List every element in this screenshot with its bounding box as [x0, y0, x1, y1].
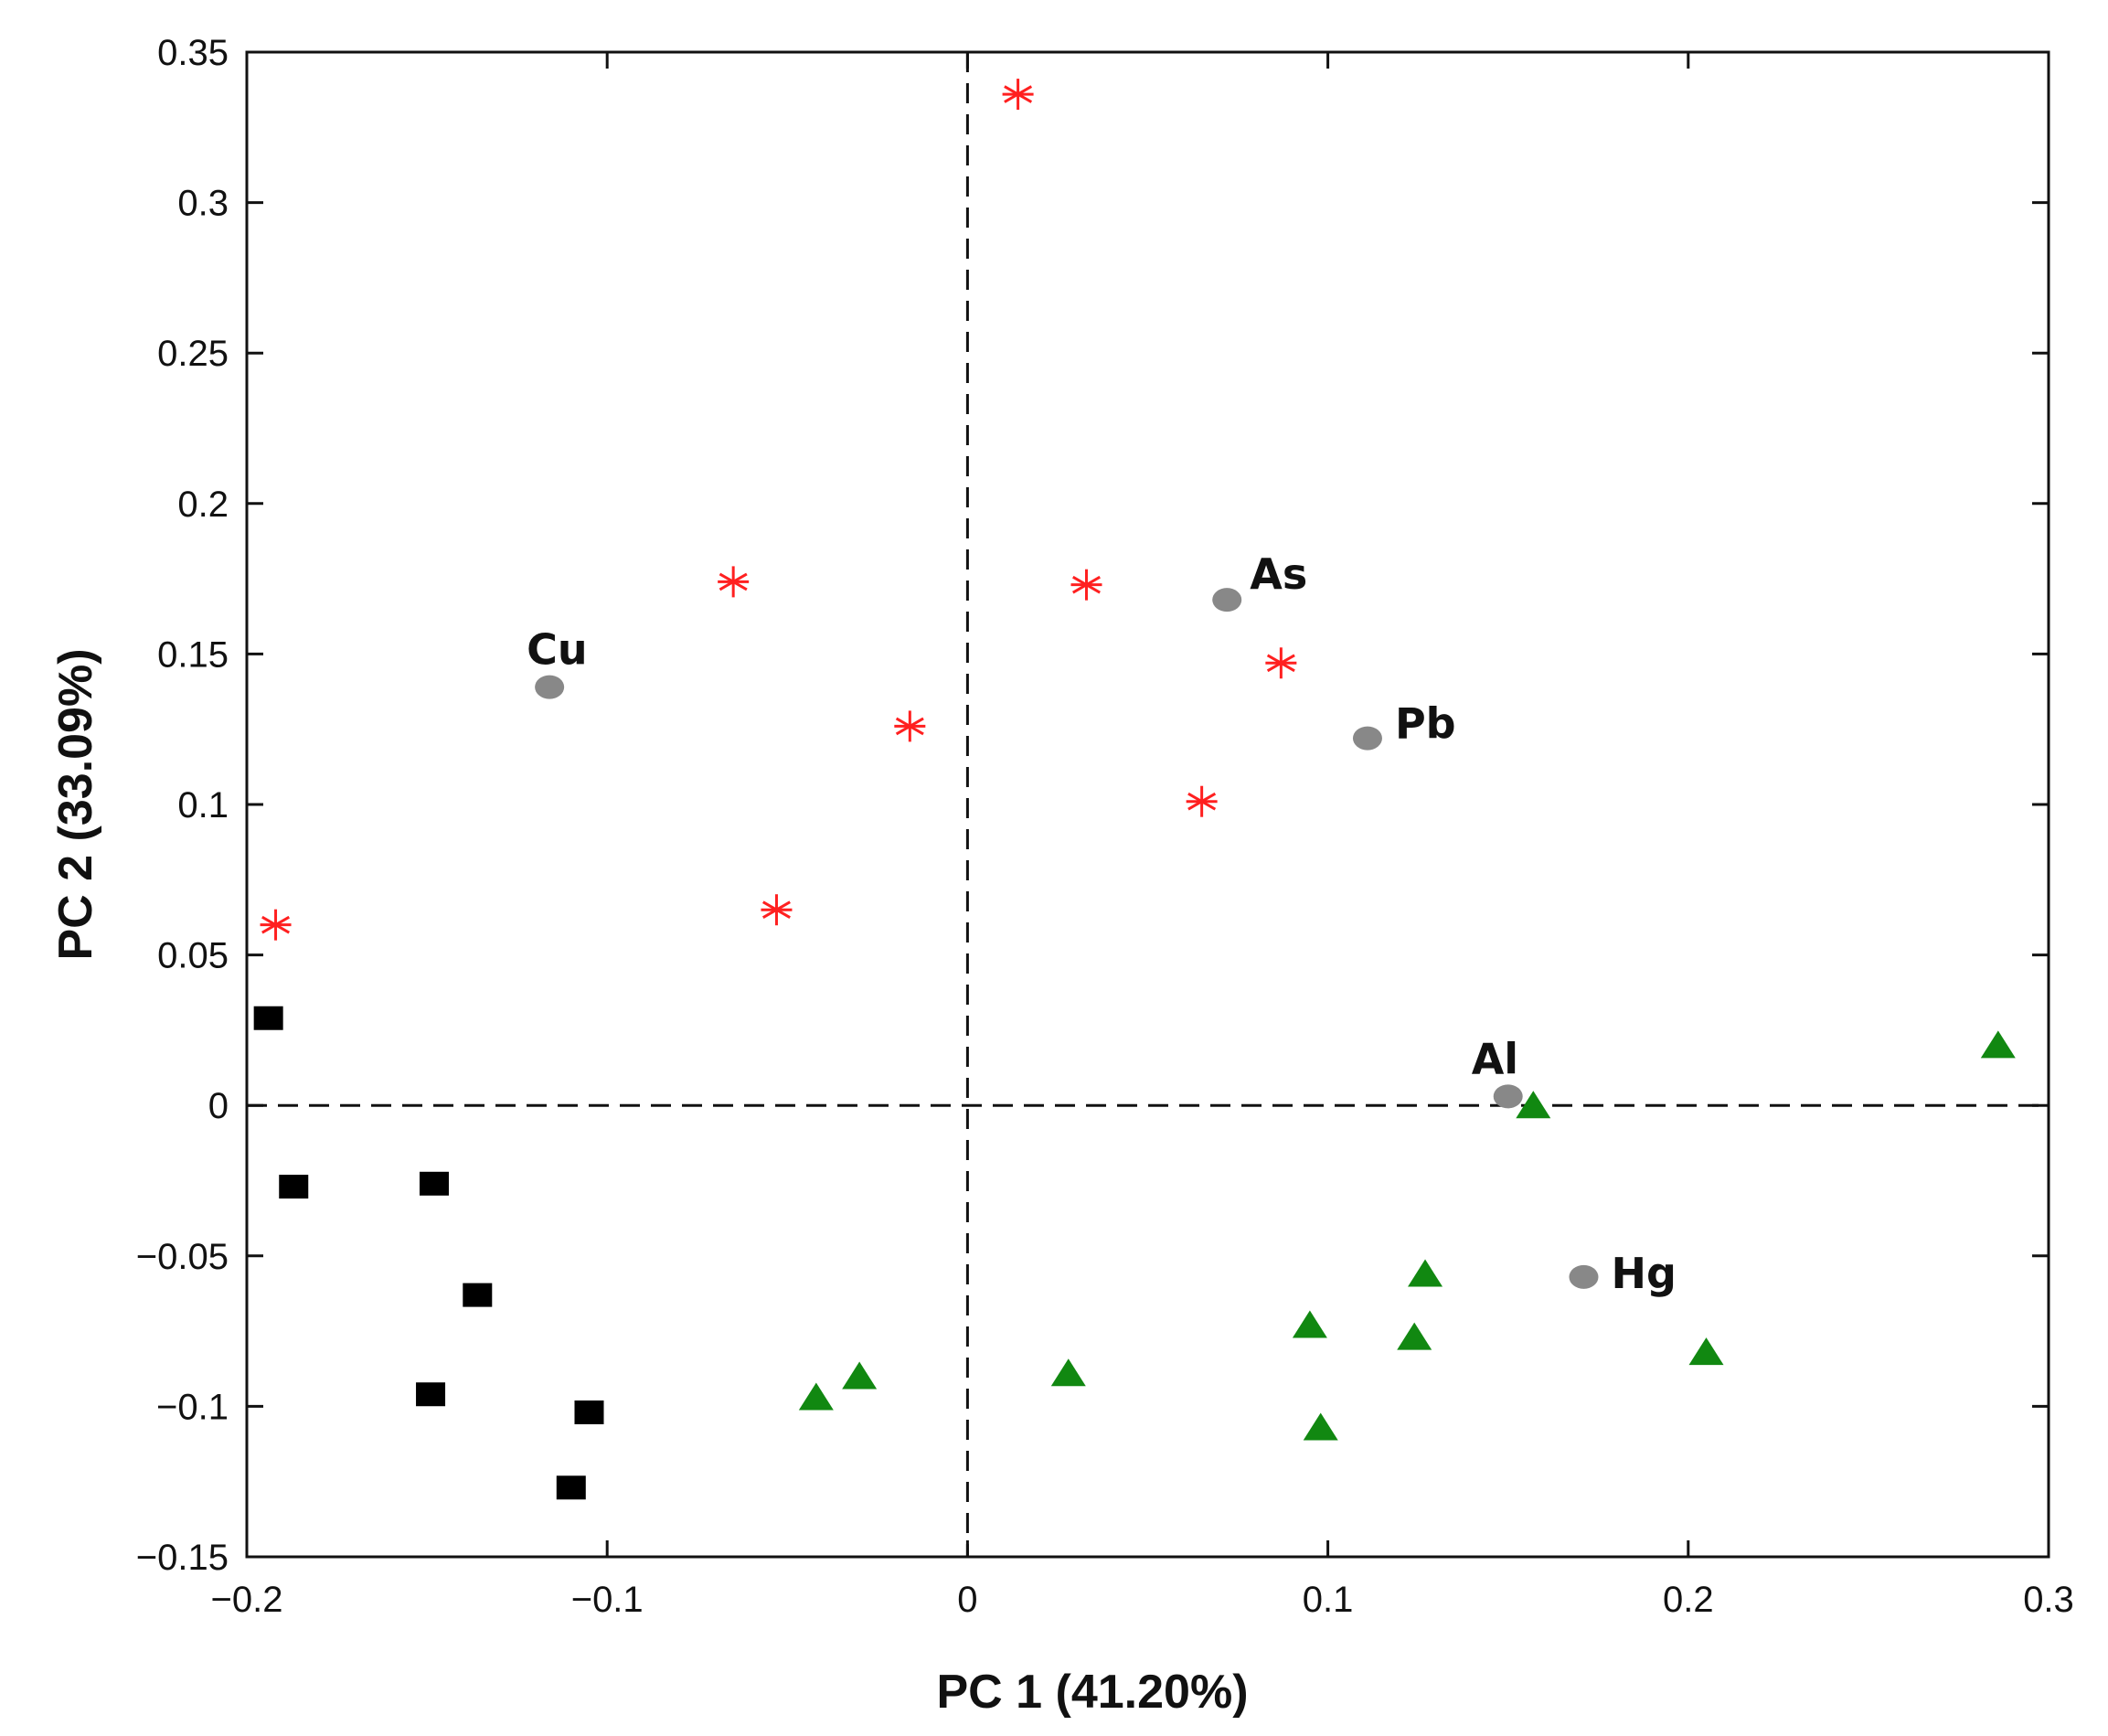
y-tick-label: 0.15	[157, 634, 229, 675]
y-tick-label: −0.15	[136, 1538, 229, 1578]
triangle-marker	[1980, 1030, 2016, 1059]
plot-frame	[245, 50, 2050, 1559]
variable-marker-as	[1212, 588, 1242, 612]
variable-marker-hg	[1569, 1264, 1599, 1289]
variable-marker-cu	[535, 675, 565, 699]
y-tick-label: 0.2	[177, 485, 229, 525]
x-axis-title: PC 1 (41.20%)	[936, 1666, 1248, 1719]
axis-tick-labels: −0.2 −0.1 0 0.1 0.2 0.3 −0.15 −0.1 −0.05 0 0.05 0.1…	[136, 33, 2074, 1620]
x-tick-label: −0.2	[211, 1580, 283, 1620]
square-marker	[463, 1283, 493, 1307]
reference-lines	[247, 52, 2049, 1557]
y-tick-label: −0.05	[136, 1237, 229, 1277]
x-tick-label: 0.3	[2023, 1580, 2074, 1620]
triangle-marker	[1688, 1337, 1724, 1366]
asterisk-marker	[1186, 785, 1218, 817]
square-marker	[416, 1382, 446, 1407]
y-tick-label: 0.25	[157, 334, 229, 374]
square-marker	[574, 1400, 604, 1424]
variable-label-as: As	[1250, 549, 1307, 599]
axis-ticks	[245, 50, 2050, 1559]
x-tick-label: 0.2	[1663, 1580, 1714, 1620]
variable-marker-pb	[1352, 726, 1382, 751]
variable-marker-al	[1493, 1084, 1523, 1109]
y-tick-label: 0.05	[157, 936, 229, 976]
square-marker	[556, 1475, 586, 1500]
triangle-marker	[798, 1382, 834, 1411]
y-tick-label: 0.35	[157, 33, 229, 73]
square-marker	[279, 1175, 309, 1199]
x-tick-label: 0.1	[1303, 1580, 1354, 1620]
triangle-marker	[1303, 1412, 1338, 1441]
asterisk-marker	[1070, 569, 1102, 601]
variable-label-hg: Hg	[1611, 1249, 1676, 1298]
x-tick-label: −0.1	[571, 1580, 644, 1620]
asterisk-marker	[260, 909, 292, 941]
triangle-marker	[1397, 1322, 1432, 1350]
square-marker	[253, 1006, 283, 1030]
triangle-marker	[1292, 1310, 1327, 1338]
square-marker	[419, 1171, 449, 1196]
asterisk-marker	[894, 710, 926, 742]
y-axis-title: PC 2 (33.09%)	[49, 648, 102, 960]
x-tick-label: 0	[957, 1580, 977, 1620]
y-tick-label: 0.1	[177, 785, 229, 825]
variable-label-al: Al	[1472, 1034, 1518, 1083]
triangle-marker	[1050, 1358, 1086, 1387]
variable-labels: Cu As Pb Al Hg	[527, 549, 1677, 1298]
y-tick-label: −0.1	[156, 1387, 229, 1427]
data-marks	[253, 79, 2016, 1500]
asterisk-marker	[1265, 647, 1297, 679]
variable-label-cu: Cu	[527, 625, 588, 675]
asterisk-marker	[718, 566, 750, 598]
triangle-marker	[1408, 1259, 1443, 1287]
triangle-marker	[842, 1361, 878, 1390]
variable-label-pb: Pb	[1395, 699, 1456, 749]
asterisk-marker	[1002, 79, 1034, 111]
asterisk-marker	[761, 894, 793, 926]
triangle-marker	[1516, 1091, 1551, 1119]
y-tick-label: 0.3	[177, 184, 229, 224]
y-tick-label: 0	[208, 1086, 229, 1126]
